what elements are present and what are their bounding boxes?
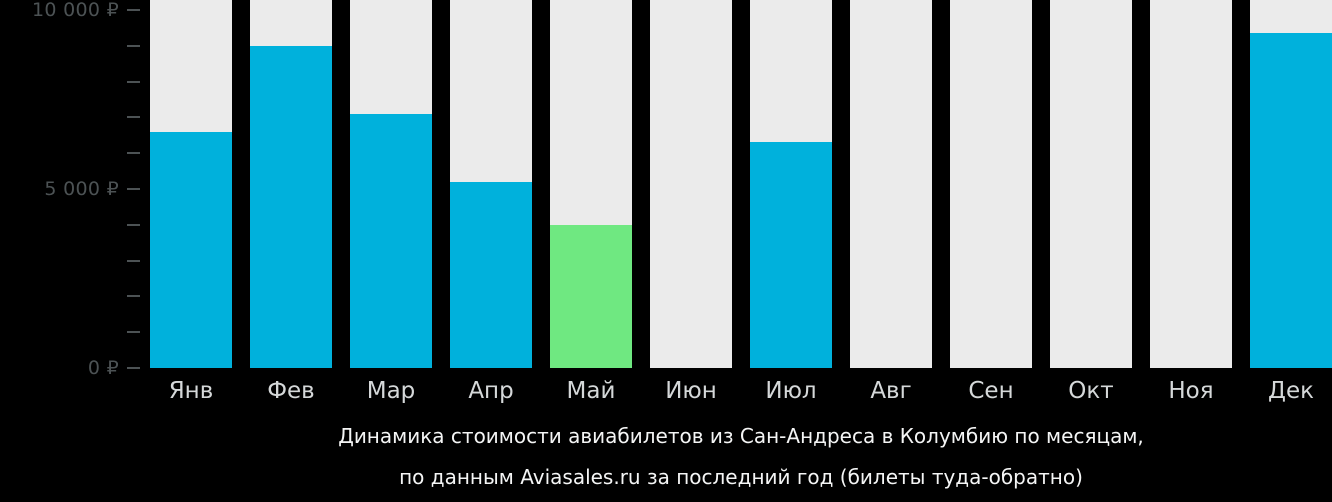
month-label: Ноя	[1168, 378, 1214, 404]
month-label: Дек	[1267, 378, 1314, 404]
y-tick-dash	[127, 223, 140, 226]
bar	[450, 182, 532, 368]
bar	[150, 132, 232, 368]
bar-column: Окт	[1050, 0, 1132, 404]
month-label: Авг	[870, 378, 912, 404]
chart-caption: Динамика стоимости авиабилетов из Сан-Ан…	[150, 424, 1332, 489]
bar-track	[150, 0, 232, 368]
y-tick-dash	[127, 331, 140, 334]
bar-column: Май	[550, 0, 632, 404]
month-label: Фев	[267, 378, 315, 404]
bar-column: Дек	[1250, 0, 1332, 404]
y-tick-dash	[127, 259, 140, 262]
month-label: Янв	[168, 378, 214, 404]
bar	[750, 142, 832, 368]
bar-highlight	[550, 225, 632, 368]
month-label: Сен	[968, 378, 1014, 404]
month-label: Июн	[665, 378, 717, 404]
bar	[350, 114, 432, 368]
plot-area: Янв Фев Мар Апр Май Июн Июл Авг Сен Окт Ноя Дек	[150, 0, 1332, 404]
y-tick-dash	[127, 44, 140, 47]
y-tick-dash	[127, 116, 140, 119]
bar-column: Авг	[850, 0, 932, 404]
bar-column: Июн	[650, 0, 732, 404]
bar-column: Ноя	[1150, 0, 1232, 404]
month-label: Апр	[468, 378, 514, 404]
y-axis: 0 ₽ 5 000 ₽ 10 000 ₽	[0, 0, 150, 379]
bar-track	[1250, 0, 1332, 368]
y-tick-dash	[127, 367, 140, 369]
bar	[1250, 33, 1332, 368]
bar-track	[550, 0, 632, 368]
chart-title: Динамика стоимости авиабилетов из Сан-Ан…	[338, 424, 1144, 448]
y-tick-label: 10 000 ₽	[31, 0, 119, 21]
bar-track	[1050, 0, 1132, 368]
bar-track	[950, 0, 1032, 368]
y-tick-label: 0 ₽	[87, 357, 119, 379]
bar-track	[750, 0, 832, 368]
y-tick-dash	[127, 9, 140, 11]
chart-subtitle: по данным Aviasales.ru за последний год …	[399, 465, 1083, 489]
bar-column: Сен	[950, 0, 1032, 404]
bar-column: Янв	[150, 0, 232, 404]
y-tick-dash	[127, 188, 140, 190]
bar-track	[250, 0, 332, 368]
month-label: Мар	[366, 378, 416, 404]
bar-track	[1150, 0, 1232, 368]
bar-track	[650, 0, 732, 368]
bar-track	[850, 0, 932, 368]
bar-column: Фев	[250, 0, 332, 404]
month-label: Июл	[765, 378, 817, 404]
bar-track	[350, 0, 432, 368]
y-tick-dash	[127, 295, 140, 298]
bar-column: Июл	[750, 0, 832, 404]
bar-track	[450, 0, 532, 368]
month-label: Окт	[1068, 378, 1114, 404]
bar-column: Мар	[350, 0, 432, 404]
bar-column: Апр	[450, 0, 532, 404]
y-tick-label: 5 000 ₽	[44, 178, 119, 200]
bar	[250, 46, 332, 368]
month-label: Май	[566, 378, 616, 404]
y-tick-dash	[127, 80, 140, 83]
y-tick-dash	[127, 152, 140, 155]
